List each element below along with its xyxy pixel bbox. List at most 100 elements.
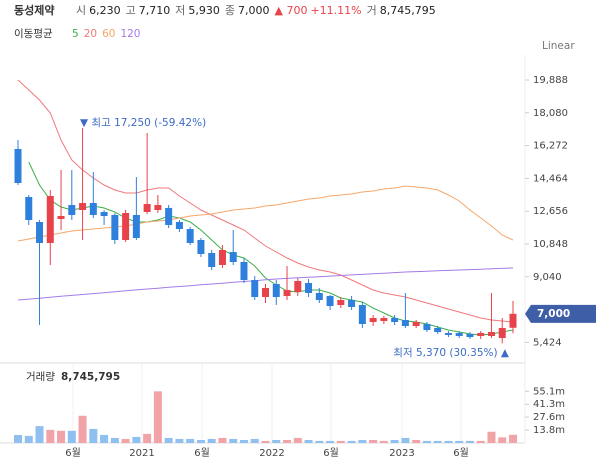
y-tick-label: 16,272 xyxy=(533,141,568,152)
volume-bar xyxy=(143,433,152,443)
candle-body xyxy=(143,203,151,212)
volume-tick-label: 13.8m xyxy=(533,425,565,436)
volume-bar xyxy=(433,440,442,443)
candle-body xyxy=(423,324,431,331)
legend-entry: 120 xyxy=(120,28,140,40)
volume-bar xyxy=(229,438,238,443)
candle-body xyxy=(509,313,517,328)
y-tick-label: 10,848 xyxy=(533,239,568,250)
candle-body xyxy=(272,284,280,298)
volume-bar xyxy=(369,439,378,443)
candle-body xyxy=(315,293,323,301)
candle-body xyxy=(57,215,65,220)
volume-bar xyxy=(455,440,464,443)
volume-bar xyxy=(89,428,98,443)
volume-bar xyxy=(465,440,474,443)
volume-tick-label: 55.1m xyxy=(533,386,565,397)
volume-bar xyxy=(390,439,399,443)
candle-body xyxy=(197,239,205,254)
volume-bar xyxy=(121,438,130,443)
moving-average-line xyxy=(17,79,514,323)
legend-entry: 5 xyxy=(72,28,79,40)
volume-bar xyxy=(78,415,87,443)
volume-bar xyxy=(422,440,431,443)
scale-label[interactable]: Linear xyxy=(542,40,575,52)
header-value: 7,000 xyxy=(238,4,270,17)
price-change-pct: +11.11% xyxy=(310,4,361,17)
candle-body xyxy=(455,333,463,337)
header-label: 시 xyxy=(76,4,86,17)
candle-body xyxy=(175,221,183,229)
volume-bar xyxy=(412,439,421,443)
candle-body xyxy=(46,195,54,244)
volume-bar xyxy=(67,430,76,443)
candle-body xyxy=(111,214,119,240)
candle-body xyxy=(132,214,140,238)
candle-body xyxy=(401,320,409,327)
legend-title: 이동평균 xyxy=(14,28,53,40)
volume-bar xyxy=(24,435,33,443)
candle-body xyxy=(262,288,269,298)
high-annotation: ▼ 최고 17,250 (-59.42%) xyxy=(80,117,206,129)
volume-bar xyxy=(358,439,367,443)
candle-body xyxy=(283,290,291,297)
legend-entry: 20 xyxy=(84,28,97,40)
header-items: 시 6,230 고 7,710 저 5,930 종 7,000 ▲ 700 +11.11% 거 8,7… xyxy=(76,4,436,17)
candle-body xyxy=(14,148,22,183)
header-label: 고 xyxy=(126,4,136,17)
header-value: 5,930 xyxy=(188,4,220,17)
moving-average-line xyxy=(17,185,514,242)
header-value: 6,230 xyxy=(89,4,121,17)
current-price-tag xyxy=(525,304,596,323)
volume-bar xyxy=(239,439,248,443)
candle-body xyxy=(477,333,485,337)
candle-body xyxy=(412,321,420,327)
volume-bar xyxy=(336,440,345,443)
stock-name: 동성제약 xyxy=(14,3,54,17)
current-price-label: 7,000 xyxy=(537,308,570,320)
x-tick-label: 6월 xyxy=(453,447,469,459)
y-tick-label: 9,040 xyxy=(533,272,562,283)
candle-body xyxy=(466,334,474,338)
y-tick-label: 12,656 xyxy=(533,206,568,217)
volume-bar xyxy=(498,437,507,443)
moving-average-line xyxy=(17,267,514,301)
candle-body xyxy=(498,328,506,339)
candle-body xyxy=(122,212,130,240)
candle-body xyxy=(240,262,248,281)
candle-body xyxy=(218,249,226,265)
candle-body xyxy=(229,252,237,263)
candle-body xyxy=(444,333,452,336)
volume-bar xyxy=(304,439,313,443)
x-tick-label: 2023 xyxy=(389,448,414,459)
candle-body xyxy=(154,204,162,211)
volume-bar xyxy=(35,426,44,443)
candle-body xyxy=(348,300,356,307)
y-tick-label: 5,424 xyxy=(533,337,562,348)
candle-body xyxy=(305,283,313,294)
candle-body xyxy=(186,228,194,244)
candle-body xyxy=(369,318,377,322)
candle-body xyxy=(36,221,44,244)
volume-bar xyxy=(326,440,335,443)
low-annotation: 최저 5,370 (30.35%) ▲ xyxy=(393,347,510,359)
header-label: 저 xyxy=(175,4,185,17)
volume-bar xyxy=(293,437,302,443)
volume-tick-label: 41.3m xyxy=(533,399,565,410)
candle-body xyxy=(434,328,442,333)
candle-body xyxy=(165,207,173,225)
candle-body xyxy=(487,332,495,337)
volume-bar xyxy=(164,437,173,443)
volume-bar xyxy=(46,429,55,443)
x-tick-label: 6월 xyxy=(194,447,210,459)
candle-body xyxy=(294,281,302,293)
volume-bar xyxy=(476,440,485,443)
x-tick-label: 6월 xyxy=(65,447,81,459)
volume-total: 8,745,795 xyxy=(61,371,120,383)
candle-body xyxy=(358,304,366,325)
price-change: ▲ 700 xyxy=(275,4,308,17)
volume-bar xyxy=(100,434,109,443)
y-tick-label: 18,080 xyxy=(533,108,568,119)
